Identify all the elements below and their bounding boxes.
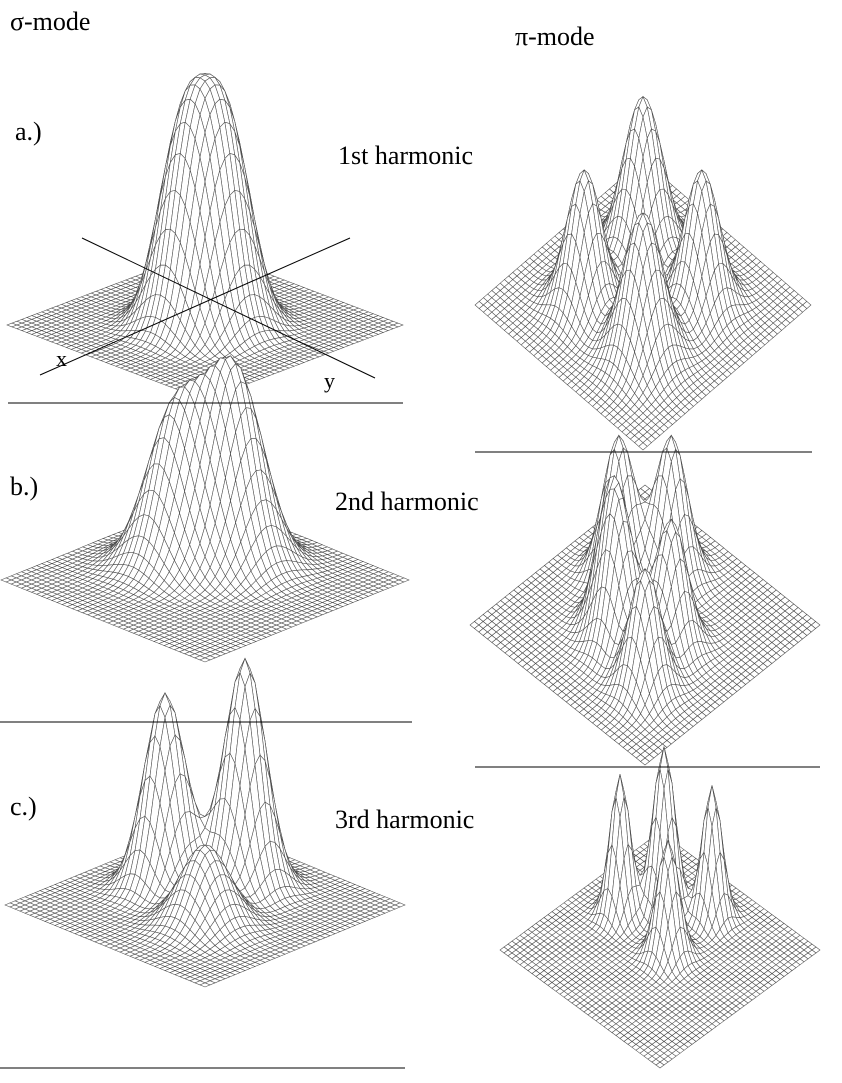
surfaces	[0, 73, 821, 1069]
surface-plot	[474, 95, 812, 451]
surface-plot	[469, 434, 821, 766]
